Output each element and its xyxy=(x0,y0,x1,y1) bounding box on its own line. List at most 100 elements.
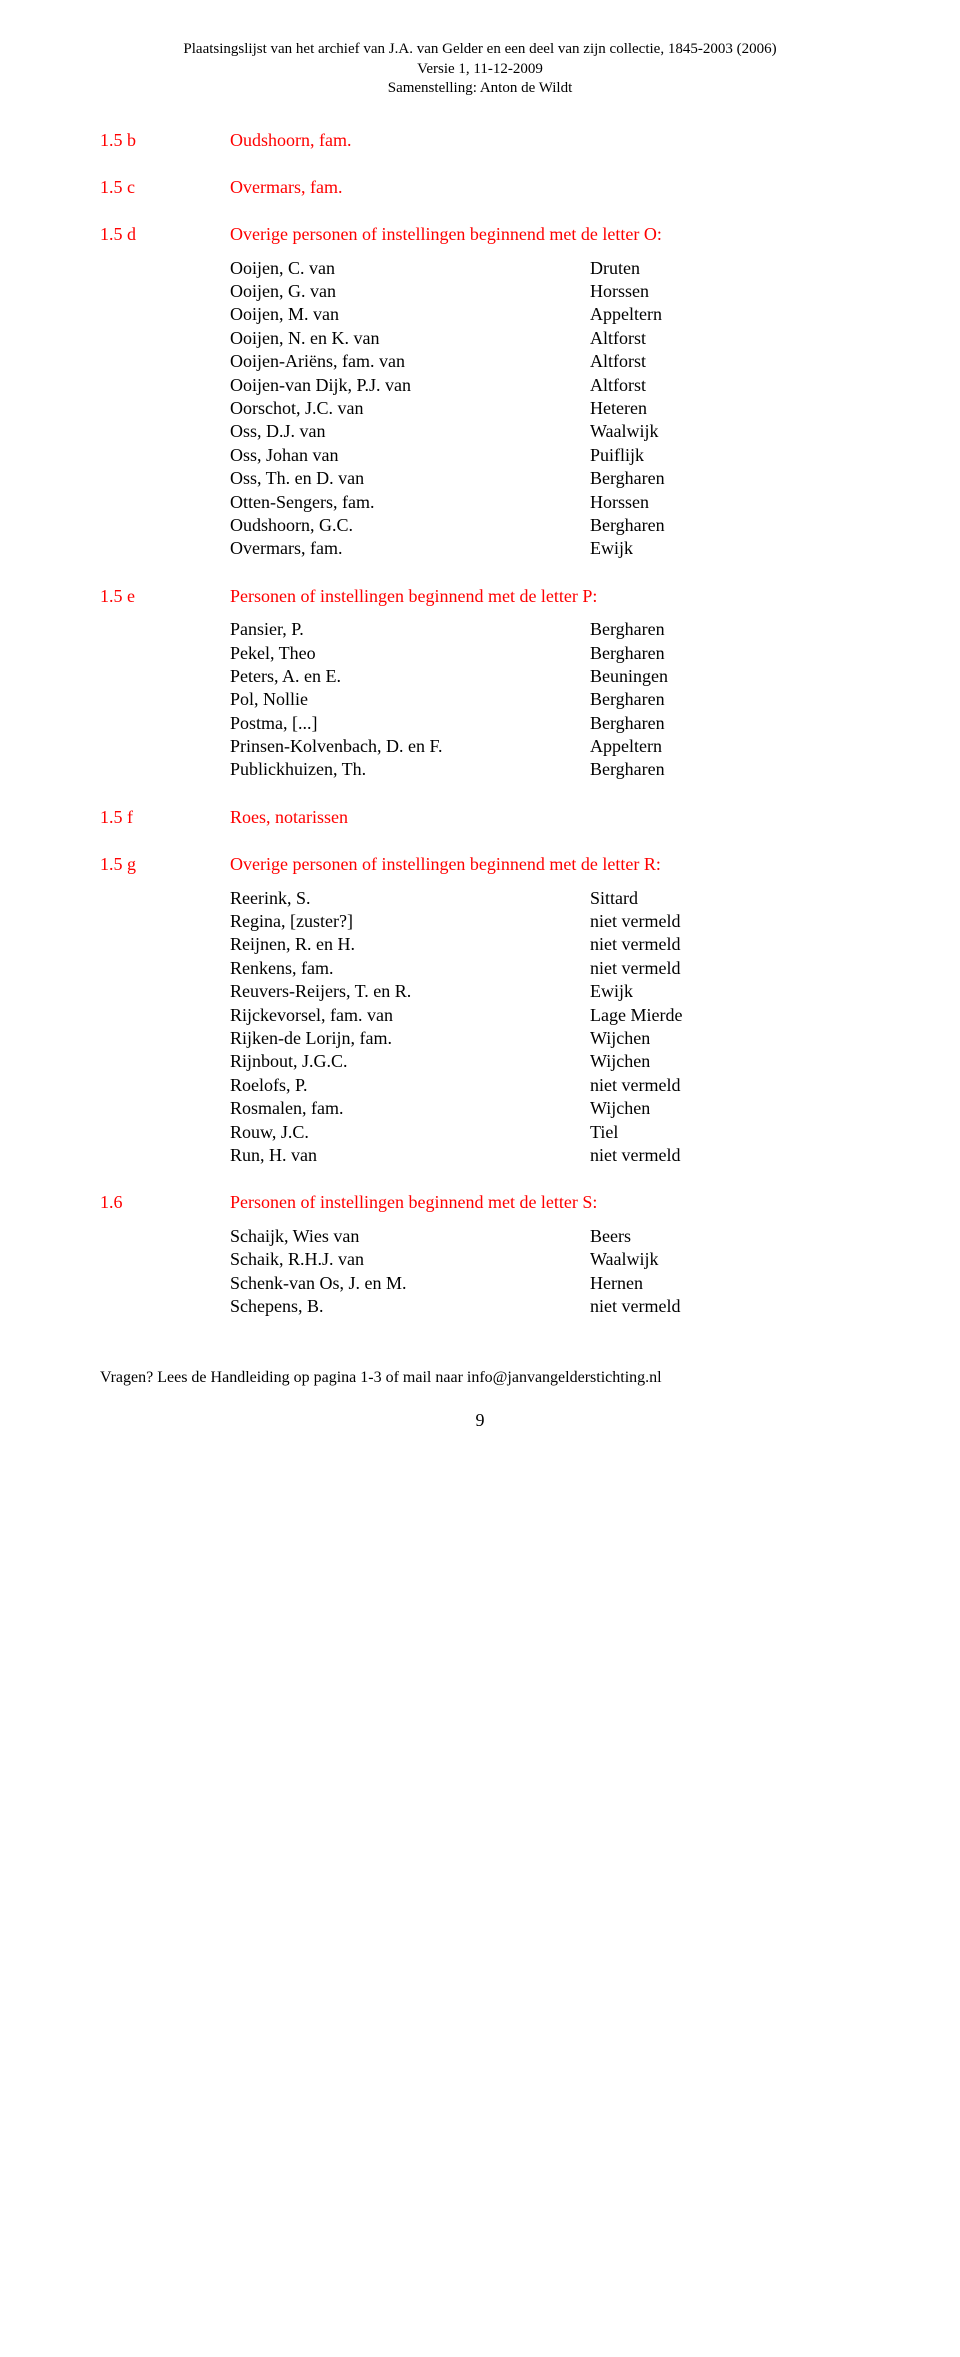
section: 1.5 ePersonen of instellingen beginnend … xyxy=(100,585,860,782)
entry-name: Reuvers-Reijers, T. en R. xyxy=(230,980,590,1003)
entry-place: Lage Mierde xyxy=(590,1004,860,1027)
entry-row: Rosmalen, fam.Wijchen xyxy=(230,1097,860,1120)
entry-row: Rijckevorsel, fam. vanLage Mierde xyxy=(230,1004,860,1027)
entry-name: Ooijen, M. van xyxy=(230,303,590,326)
entry-name: Schenk-van Os, J. en M. xyxy=(230,1272,590,1295)
entry-name: Oudshoorn, G.C. xyxy=(230,514,590,537)
entry-row: Schaik, R.H.J. vanWaalwijk xyxy=(230,1248,860,1271)
entry-place: Altforst xyxy=(590,374,860,397)
entry-name: Rouw, J.C. xyxy=(230,1121,590,1144)
entry-row: Ooijen-Ariëns, fam. vanAltforst xyxy=(230,350,860,373)
section-title: Personen of instellingen beginnend met d… xyxy=(230,585,860,608)
section: 1.6Personen of instellingen beginnend me… xyxy=(100,1191,860,1318)
entry-place: Altforst xyxy=(590,327,860,350)
entry-row: Schepens, B.niet vermeld xyxy=(230,1295,860,1318)
entry-name: Schaijk, Wies van xyxy=(230,1225,590,1248)
entry-name: Oss, Johan van xyxy=(230,444,590,467)
entry-name: Overmars, fam. xyxy=(230,537,590,560)
section-title: Overige personen of instellingen beginne… xyxy=(230,223,860,246)
section-head: 1.5 bOudshoorn, fam. xyxy=(100,129,860,152)
entries-list: Pansier, P.BergharenPekel, TheoBergharen… xyxy=(230,618,860,782)
entry-name: Oss, Th. en D. van xyxy=(230,467,590,490)
entry-row: Rijnbout, J.G.C.Wijchen xyxy=(230,1050,860,1073)
entries-list: Ooijen, C. vanDrutenOoijen, G. vanHorsse… xyxy=(230,257,860,561)
entry-name: Run, H. van xyxy=(230,1144,590,1167)
section-head: 1.5 dOverige personen of instellingen be… xyxy=(100,223,860,246)
entry-place: Waalwijk xyxy=(590,420,860,443)
entry-name: Roelofs, P. xyxy=(230,1074,590,1097)
entry-place: Ewijk xyxy=(590,980,860,1003)
entry-row: Peters, A. en E.Beuningen xyxy=(230,665,860,688)
footer-text: Vragen? Lees de Handleiding op pagina 1-… xyxy=(100,1368,860,1389)
entry-place: Bergharen xyxy=(590,688,860,711)
entry-row: Oorschot, J.C. vanHeteren xyxy=(230,397,860,420)
entry-place: Heteren xyxy=(590,397,860,420)
entry-row: Prinsen-Kolvenbach, D. en F.Appeltern xyxy=(230,735,860,758)
entry-place: Altforst xyxy=(590,350,860,373)
entry-place: Hernen xyxy=(590,1272,860,1295)
entry-place: niet vermeld xyxy=(590,1144,860,1167)
entry-place: Bergharen xyxy=(590,618,860,641)
entry-place: niet vermeld xyxy=(590,1074,860,1097)
entry-place: Wijchen xyxy=(590,1050,860,1073)
section: 1.5 cOvermars, fam. xyxy=(100,176,860,199)
entry-row: Renkens, fam.niet vermeld xyxy=(230,957,860,980)
section-title: Overige personen of instellingen beginne… xyxy=(230,853,860,876)
entries-list: Reerink, S.SittardRegina, [zuster?]niet … xyxy=(230,887,860,1168)
entry-row: Pansier, P.Bergharen xyxy=(230,618,860,641)
entry-place: Appeltern xyxy=(590,303,860,326)
entry-row: Schaijk, Wies vanBeers xyxy=(230,1225,860,1248)
entry-name: Pekel, Theo xyxy=(230,642,590,665)
entry-name: Peters, A. en E. xyxy=(230,665,590,688)
entry-row: Overmars, fam.Ewijk xyxy=(230,537,860,560)
entry-row: Reuvers-Reijers, T. en R.Ewijk xyxy=(230,980,860,1003)
section: 1.5 bOudshoorn, fam. xyxy=(100,129,860,152)
entry-row: Ooijen, G. vanHorssen xyxy=(230,280,860,303)
entry-row: Run, H. vanniet vermeld xyxy=(230,1144,860,1167)
document-footer: Vragen? Lees de Handleiding op pagina 1-… xyxy=(100,1368,860,1432)
section-head: 1.6Personen of instellingen beginnend me… xyxy=(100,1191,860,1214)
header-line-2: Versie 1, 11-12-2009 xyxy=(100,60,860,80)
header-line-3: Samenstelling: Anton de Wildt xyxy=(100,79,860,99)
header-line-1: Plaatsingslijst van het archief van J.A.… xyxy=(100,40,860,60)
page-number: 9 xyxy=(100,1409,860,1432)
entry-place: niet vermeld xyxy=(590,1295,860,1318)
section: 1.5 fRoes, notarissen xyxy=(100,806,860,829)
entry-row: Oss, D.J. vanWaalwijk xyxy=(230,420,860,443)
entry-name: Postma, [...] xyxy=(230,712,590,735)
entry-place: Bergharen xyxy=(590,514,860,537)
section-head: 1.5 gOverige personen of instellingen be… xyxy=(100,853,860,876)
section-number: 1.5 c xyxy=(100,176,230,199)
entry-name: Rijckevorsel, fam. van xyxy=(230,1004,590,1027)
section-number: 1.5 e xyxy=(100,585,230,608)
entry-place: Horssen xyxy=(590,491,860,514)
entry-row: Oudshoorn, G.C.Bergharen xyxy=(230,514,860,537)
entry-name: Schaik, R.H.J. van xyxy=(230,1248,590,1271)
section: 1.5 gOverige personen of instellingen be… xyxy=(100,853,860,1167)
entry-row: Oss, Th. en D. vanBergharen xyxy=(230,467,860,490)
entry-name: Renkens, fam. xyxy=(230,957,590,980)
entry-name: Ooijen, C. van xyxy=(230,257,590,280)
entry-row: Roelofs, P.niet vermeld xyxy=(230,1074,860,1097)
entry-place: Bergharen xyxy=(590,642,860,665)
entry-place: Horssen xyxy=(590,280,860,303)
section-title: Overmars, fam. xyxy=(230,176,860,199)
section-title: Roes, notarissen xyxy=(230,806,860,829)
entry-place: Bergharen xyxy=(590,758,860,781)
entries-list: Schaijk, Wies vanBeersSchaik, R.H.J. van… xyxy=(230,1225,860,1319)
entry-row: Ooijen, N. en K. vanAltforst xyxy=(230,327,860,350)
section-number: 1.5 f xyxy=(100,806,230,829)
entry-name: Oss, D.J. van xyxy=(230,420,590,443)
entry-place: Wijchen xyxy=(590,1097,860,1120)
entry-place: niet vermeld xyxy=(590,957,860,980)
entry-name: Oorschot, J.C. van xyxy=(230,397,590,420)
entry-place: Wijchen xyxy=(590,1027,860,1050)
entry-place: Sittard xyxy=(590,887,860,910)
entry-name: Pol, Nollie xyxy=(230,688,590,711)
entry-row: Reijnen, R. en H.niet vermeld xyxy=(230,933,860,956)
entry-place: Waalwijk xyxy=(590,1248,860,1271)
entry-name: Schepens, B. xyxy=(230,1295,590,1318)
entry-name: Rijnbout, J.G.C. xyxy=(230,1050,590,1073)
entry-row: Regina, [zuster?]niet vermeld xyxy=(230,910,860,933)
sections-container: 1.5 bOudshoorn, fam.1.5 cOvermars, fam.1… xyxy=(100,129,860,1319)
